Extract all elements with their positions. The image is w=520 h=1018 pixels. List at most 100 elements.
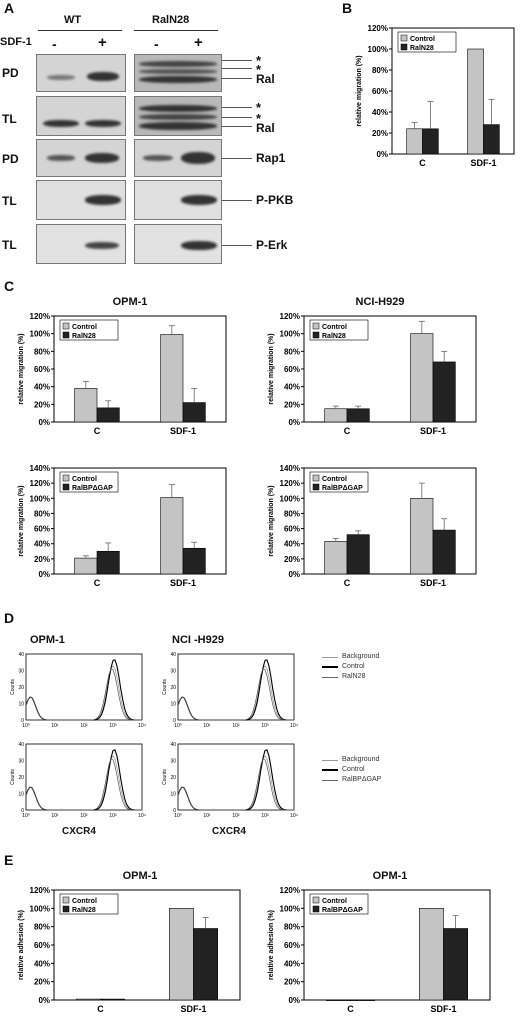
y-tick-label: 0 — [173, 808, 176, 814]
y-tick-label: 0 — [21, 718, 24, 724]
histogram-curve — [177, 668, 294, 721]
legend-box — [309, 319, 369, 341]
legend-swatch — [62, 905, 70, 913]
legend-box — [59, 893, 119, 915]
y-tick-label: 100% — [30, 330, 50, 339]
x-tick-label: 10¹ — [51, 813, 59, 819]
legend-label: RalN28 — [410, 45, 434, 52]
x-tick-label: 10³ — [261, 813, 269, 819]
y-tick-label: 20% — [34, 555, 50, 564]
y-tick-label: 20 — [18, 775, 24, 781]
bar — [100, 998, 125, 1001]
y-tick-label: 20% — [34, 978, 50, 987]
leader-line — [222, 158, 252, 159]
legend-label: Control — [322, 476, 347, 483]
leader-line — [222, 117, 252, 118]
legend-label: RalBPΔGAP — [72, 485, 113, 492]
y-tick-label: 100% — [30, 494, 50, 503]
leader-line — [222, 107, 252, 108]
legend-label: RalN28 — [322, 333, 346, 340]
legend-swatch — [312, 322, 320, 330]
histogram-frame — [177, 653, 295, 721]
y-tick-label: 120% — [368, 24, 388, 33]
y-axis-label: Counts — [10, 679, 16, 695]
y-axis-label: Counts — [162, 679, 168, 695]
y-tick-label: 0 — [21, 808, 24, 814]
y-axis-label: relative migration (%) — [268, 333, 275, 404]
y-tick-label: 100% — [368, 45, 388, 54]
raln28-plus: + — [194, 34, 203, 51]
y-tick-label: 80% — [34, 923, 50, 932]
blot-image-raln28-pd-ral — [134, 54, 222, 92]
x-tick-label: 10⁴ — [290, 723, 298, 729]
band-star-label: * — [256, 62, 262, 77]
blot-row-label: TL — [2, 194, 17, 208]
y-axis-label: Counts — [10, 769, 16, 785]
y-tick-label: 10 — [18, 792, 24, 798]
blot-row-label: PD — [2, 66, 19, 80]
legend-box — [309, 471, 369, 493]
legend-swatch — [312, 331, 320, 339]
y-tick-label: 40% — [284, 540, 300, 549]
legend-swatch — [62, 322, 70, 330]
blot-image-wt-tl-perk — [36, 224, 126, 264]
y-axis-label: relative adhesion (%) — [18, 910, 25, 980]
y-tick-label: 20 — [18, 685, 24, 691]
histogram-frame — [177, 743, 295, 811]
y-tick-label: 40% — [284, 959, 300, 968]
bar — [410, 497, 434, 575]
bar-chart-c-opm1: 0% 20% 40% 60% 80% 100% 120% relative migration… — [18, 312, 227, 436]
sdf1-label: SDF-1 — [0, 36, 32, 48]
y-tick-label: 0% — [288, 570, 300, 579]
y-tick-label: 0% — [288, 996, 300, 1005]
y-tick-label: 120% — [30, 479, 50, 488]
x-tick-label: C — [94, 426, 101, 436]
bar-chart-e-ralbp: 0% 20% 40% 60% 80% 100% 120% relative adhesion … — [268, 886, 491, 1014]
y-tick-label: 80% — [34, 347, 50, 356]
x-tick-label: 10² — [232, 723, 240, 729]
legend-item: RalN28 — [322, 672, 379, 682]
blot-image-raln28-tl-ppkb — [134, 180, 222, 220]
y-tick-label: 30 — [18, 669, 24, 675]
y-tick-label: 20% — [372, 129, 388, 138]
panel-letter-e: E — [4, 852, 14, 868]
x-tick-label: C — [419, 158, 426, 168]
x-tick-label: 10³ — [261, 723, 269, 729]
x-tick-label: 10¹ — [203, 723, 211, 729]
legend-label: RalN28 — [72, 907, 96, 914]
bar — [96, 550, 120, 575]
legend-label: RalN28 — [342, 673, 366, 680]
legend-item: Control — [322, 765, 381, 775]
legend-swatch — [62, 896, 70, 904]
x-tick-label: 10³ — [109, 813, 117, 819]
y-tick-label: 120% — [280, 479, 300, 488]
bar — [443, 928, 468, 1001]
chart-title-c1: OPM-1 — [112, 296, 148, 308]
x-tick-label: 10⁴ — [290, 813, 298, 819]
y-tick-label: 80% — [284, 347, 300, 356]
blot-image-wt-tl-ppkb — [36, 180, 126, 220]
x-tick-label: 10¹ — [51, 723, 59, 729]
y-tick-label: 100% — [280, 904, 300, 913]
bar — [324, 408, 348, 423]
histogram-curve — [177, 758, 294, 811]
bar — [160, 497, 184, 575]
x-tick-label: 10⁴ — [138, 723, 146, 729]
blot-image-raln28-tl-perk — [134, 224, 222, 264]
bar — [432, 529, 456, 575]
bar — [419, 908, 444, 1001]
legend-box — [309, 893, 369, 915]
histogram-h929-raln28: 0 10 20 30 40 10⁰ 10¹ 10² 10³ 10⁴ Counts — [162, 652, 298, 729]
y-tick-label: 0 — [173, 718, 176, 724]
legend-label: RalN28 — [72, 333, 96, 340]
x-tick-label: 10² — [80, 723, 88, 729]
y-tick-label: 40 — [170, 742, 176, 748]
y-tick-label: 60% — [34, 525, 50, 534]
leader-line — [222, 200, 252, 201]
y-tick-label: 120% — [280, 886, 300, 895]
x-tick-label: SDF-1 — [180, 1004, 206, 1014]
blot-image-wt-pd-rap1 — [36, 139, 126, 177]
x-tick-label: 10² — [80, 813, 88, 819]
y-tick-label: 10 — [18, 702, 24, 708]
raln28-minus: - — [154, 36, 159, 52]
